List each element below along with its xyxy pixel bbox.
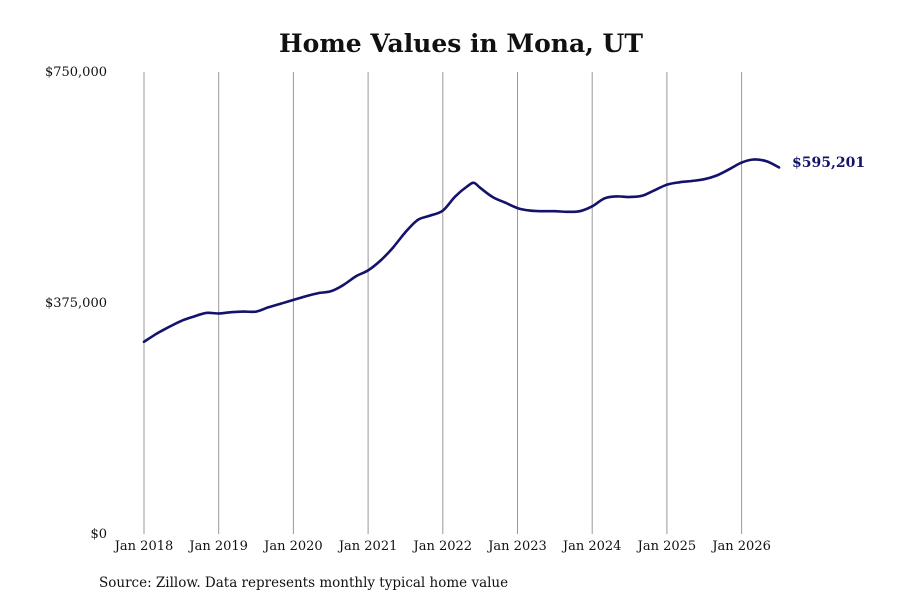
y-axis-ticks: $0 $375,000 $750,000 bbox=[45, 65, 107, 542]
y-tick-label: $0 bbox=[90, 527, 107, 542]
data-point bbox=[472, 181, 476, 185]
data-point bbox=[640, 194, 644, 197]
data-point bbox=[155, 332, 158, 335]
latest-value-label: $595,201 bbox=[792, 155, 865, 171]
data-point bbox=[603, 197, 606, 200]
home-value-points bbox=[142, 158, 781, 343]
data-point bbox=[578, 210, 581, 213]
data-point bbox=[366, 269, 370, 272]
data-point bbox=[516, 206, 519, 210]
data-point bbox=[416, 218, 420, 221]
y-tick-label: $375,000 bbox=[45, 296, 107, 311]
data-point bbox=[354, 275, 357, 278]
data-point bbox=[304, 295, 308, 298]
x-tick-label: Jan 2021 bbox=[337, 539, 398, 554]
x-tick-label: Jan 2020 bbox=[262, 539, 323, 554]
home-value-line bbox=[142, 158, 781, 344]
data-point bbox=[192, 315, 195, 318]
data-point bbox=[740, 161, 743, 164]
data-point bbox=[167, 325, 171, 329]
data-point bbox=[752, 158, 756, 161]
data-point bbox=[230, 311, 233, 314]
data-point bbox=[765, 160, 768, 163]
data-point bbox=[217, 312, 220, 315]
data-point bbox=[205, 311, 208, 315]
data-point bbox=[615, 195, 619, 198]
data-point bbox=[777, 166, 781, 169]
data-point bbox=[329, 290, 332, 293]
data-point bbox=[665, 183, 669, 186]
data-point bbox=[491, 195, 494, 199]
data-point bbox=[553, 210, 557, 213]
data-point bbox=[317, 291, 320, 295]
data-point bbox=[628, 195, 631, 199]
data-point bbox=[479, 186, 482, 189]
data-point bbox=[379, 259, 382, 262]
y-tick-label: $750,000 bbox=[45, 65, 107, 80]
data-point bbox=[292, 298, 295, 302]
data-point bbox=[342, 283, 345, 287]
data-point bbox=[690, 179, 693, 183]
data-point bbox=[391, 246, 395, 249]
x-tick-label: Jan 2022 bbox=[412, 539, 473, 554]
x-tick-label: Jan 2019 bbox=[187, 539, 248, 554]
x-tick-label: Jan 2025 bbox=[636, 539, 697, 554]
data-point bbox=[541, 210, 544, 213]
x-tick-label: Jan 2023 bbox=[486, 539, 547, 554]
x-tick-label: Jan 2018 bbox=[113, 539, 174, 554]
data-point bbox=[466, 184, 469, 188]
data-point bbox=[454, 195, 457, 198]
chart-title: Home Values in Mona, UT bbox=[279, 29, 643, 58]
data-point bbox=[591, 205, 594, 208]
data-point bbox=[142, 340, 146, 343]
data-point bbox=[404, 231, 407, 234]
data-point bbox=[703, 178, 706, 181]
data-point bbox=[242, 310, 245, 313]
data-point bbox=[429, 214, 432, 217]
x-tick-label: Jan 2026 bbox=[710, 539, 771, 554]
data-point bbox=[727, 168, 731, 171]
data-point bbox=[254, 310, 258, 313]
x-axis-ticks: Jan 2018 Jan 2019 Jan 2020 Jan 2021 Jan 2022… bbox=[113, 539, 771, 554]
data-point bbox=[503, 201, 507, 204]
data-point bbox=[566, 210, 569, 213]
data-point bbox=[528, 209, 532, 212]
data-point bbox=[267, 306, 270, 309]
data-point bbox=[678, 181, 681, 184]
data-point bbox=[441, 209, 444, 212]
data-point bbox=[653, 189, 656, 192]
x-gridlines bbox=[143, 72, 743, 534]
data-point bbox=[715, 174, 718, 177]
data-point bbox=[279, 302, 283, 305]
data-point bbox=[180, 319, 183, 323]
source-note: Source: Zillow. Data represents monthly … bbox=[99, 575, 508, 591]
x-tick-label: Jan 2024 bbox=[561, 539, 622, 554]
